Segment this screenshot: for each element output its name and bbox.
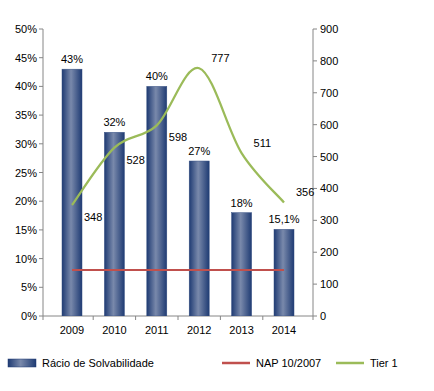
line-data-label: 511: [254, 137, 272, 149]
y2-tick: [313, 316, 317, 317]
y-tick-label: 20%: [15, 195, 37, 207]
y-tick: [39, 201, 43, 202]
bar: [189, 161, 209, 316]
line-data-label: 356: [296, 186, 314, 198]
plot-marks: [62, 68, 294, 316]
legend-label: Tier 1: [370, 357, 398, 369]
y-tick: [39, 143, 43, 144]
bar-data-label: 27%: [188, 145, 210, 157]
legend: Rácio de Solvabilidade NAP 10/2007 Tier 1: [8, 357, 398, 369]
line-data-label: 777: [211, 52, 229, 64]
bar-data-label: 43%: [61, 53, 83, 65]
y-tick: [39, 86, 43, 87]
y-tick-label: 10%: [15, 253, 37, 265]
y2-axis-line: [313, 29, 314, 316]
y2-tick-label: 0: [320, 310, 326, 322]
line-data-label: 348: [84, 211, 102, 223]
x-tick: [313, 316, 314, 320]
y-tick-label: 5%: [21, 281, 37, 293]
y-tick-label: 40%: [15, 80, 37, 92]
bar: [62, 69, 82, 316]
legend-label: NAP 10/2007: [256, 357, 321, 369]
data-labels: 43% 32% 40% 27% 18% 15,1% 348 528 598 777 511 356: [61, 52, 314, 225]
x-tick: [262, 316, 263, 320]
y2-tick: [313, 220, 317, 221]
line-data-label: 528: [126, 154, 144, 166]
y-tick: [39, 172, 43, 173]
line-series: [72, 68, 284, 205]
y2-tick-label: 600: [320, 119, 338, 131]
y2-tick-label: 200: [320, 246, 338, 258]
y-tick: [39, 115, 43, 116]
y2-tick: [313, 124, 317, 125]
y-tick: [39, 57, 43, 58]
y2-tick: [313, 29, 317, 30]
y-tick-label: 0%: [21, 310, 37, 322]
x-tick-label: 2010: [102, 324, 126, 336]
legend-label: Rácio de Solvabilidade: [42, 357, 154, 369]
y2-tick: [313, 156, 317, 157]
bar-data-label: 15,1%: [268, 213, 299, 225]
x-tick: [93, 316, 94, 320]
x-tick-label: 2012: [187, 324, 211, 336]
y2-tick: [313, 284, 317, 285]
y2-tick-label: 800: [320, 55, 338, 67]
bar: [232, 213, 252, 316]
y2-tick: [313, 252, 317, 253]
bar-data-label: 32%: [103, 116, 125, 128]
y2-tick-label: 700: [320, 87, 338, 99]
x-tick-label: 2011: [145, 324, 169, 336]
bar-data-label: 18%: [231, 197, 253, 209]
bar: [274, 229, 294, 316]
x-tick-label: 2013: [229, 324, 253, 336]
bar: [147, 86, 167, 316]
legend-swatch: [222, 362, 250, 365]
x-tick-label: 2014: [272, 324, 296, 336]
y-tick: [39, 258, 43, 259]
y-tick-label: 45%: [15, 52, 37, 64]
x-tick: [135, 316, 136, 320]
x-tick: [43, 316, 44, 320]
legend-swatch: [336, 362, 364, 365]
y-tick: [39, 287, 43, 288]
y2-tick-label: 500: [320, 151, 338, 163]
bar-data-label: 40%: [146, 70, 168, 82]
chart-container: 0% 5% 10% 15% 20% 25% 30% 35% 40% 45% 50% 0 100 200 30…: [0, 0, 434, 391]
y-tick-label: 30%: [15, 138, 37, 150]
y2-tick: [313, 60, 317, 61]
y-tick-label: 35%: [15, 109, 37, 121]
y-tick-label: 25%: [15, 167, 37, 179]
y-tick: [39, 316, 43, 317]
y2-tick-label: 900: [320, 23, 338, 35]
y-tick-label: 50%: [15, 23, 37, 35]
legend-swatch: [8, 359, 36, 367]
line-data-label: 598: [169, 131, 187, 143]
x-tick: [220, 316, 221, 320]
line-series: [72, 269, 284, 271]
y2-tick-label: 100: [320, 278, 338, 290]
y2-tick-label: 400: [320, 182, 338, 194]
bar: [104, 132, 124, 316]
y-tick: [39, 29, 43, 30]
y-tick-label: 15%: [15, 224, 37, 236]
y-tick: [39, 229, 43, 230]
x-tick-label: 2009: [60, 324, 84, 336]
y2-tick-label: 300: [320, 214, 338, 226]
y2-tick: [313, 92, 317, 93]
x-tick: [178, 316, 179, 320]
chart-svg: 0% 5% 10% 15% 20% 25% 30% 35% 40% 45% 50% 0 100 200 30…: [0, 0, 434, 391]
